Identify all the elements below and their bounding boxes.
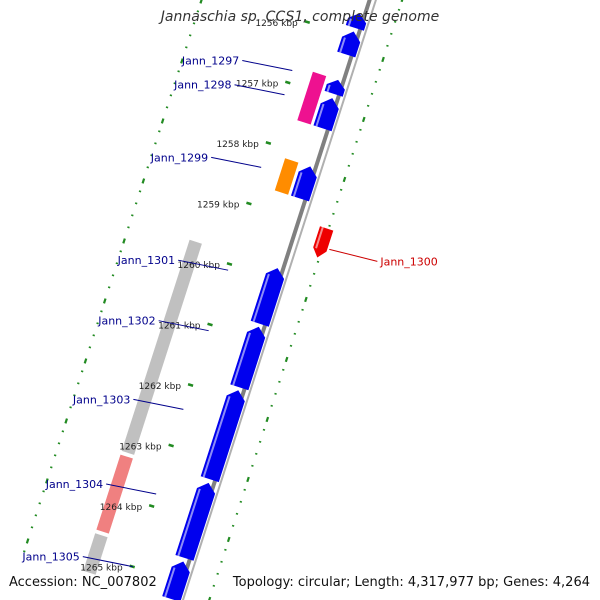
label-leader-line (211, 156, 262, 168)
outer-tick-dot (208, 596, 212, 600)
feature-band (121, 239, 202, 455)
reverse-gene-arrow[interactable] (313, 226, 334, 258)
outer-tick-dot (400, 0, 404, 3)
gene-label[interactable]: Jann_1303 (72, 393, 130, 406)
gene-arrow-shine (347, 18, 352, 27)
forward-gene-arrow[interactable] (345, 13, 367, 31)
forward-gene-arrow[interactable] (230, 326, 266, 391)
gene-label[interactable]: Jann_1302 (97, 315, 155, 328)
forward-gene-arrow[interactable] (162, 561, 190, 600)
inner-tick-dot (122, 238, 126, 244)
label-leader-line (82, 556, 133, 568)
gene-arrow-shine (292, 172, 303, 197)
forward-gene-arrow[interactable] (313, 98, 339, 132)
inner-tick-dot (199, 0, 203, 4)
inner-tick-dot (25, 538, 30, 544)
outer-tick-dot (304, 296, 308, 303)
label-leader-line (234, 84, 285, 96)
forward-gene-arrow[interactable] (250, 268, 285, 327)
gene-arrow-shine (315, 103, 325, 127)
outer-tick-dot (246, 476, 250, 483)
scale-tick-label: 1257 kbp (236, 79, 279, 89)
label-leader-line (106, 483, 157, 495)
inner-tick-dot (180, 58, 184, 64)
outer-tick-dot (381, 56, 385, 63)
gene-arrow-shine (252, 273, 270, 323)
outer-tick-dot (361, 116, 366, 123)
feature-band (83, 533, 108, 575)
scale-tick-mark (304, 20, 311, 24)
label-leader-line (178, 259, 229, 271)
feature-bands (83, 239, 202, 575)
inner-tick-dot (141, 178, 146, 184)
label-leader-line (133, 398, 184, 410)
scale-tick-label: 1261 kbp (158, 321, 201, 331)
forward-gene-arrow[interactable] (291, 166, 317, 202)
accession-text: Accession: NC_007802 (9, 575, 157, 590)
forward-gene-arrow[interactable] (200, 390, 245, 483)
scale-tick-label: 1259 kbp (197, 200, 240, 210)
highlight-feature (274, 158, 299, 195)
gene-arrow-shine (232, 332, 251, 386)
inner-tick-dot (102, 298, 107, 304)
scale-tick-label: 1265 kbp (80, 563, 123, 573)
gene-arrow-shine (164, 567, 176, 598)
scale-tick-mark (246, 201, 252, 206)
scale-tick-label: 1263 kbp (119, 442, 162, 452)
gene-labels: Jann_1297 Jann_1298 Jann_1299 Jann_1300 Jann… (21, 55, 438, 568)
gene-arrow-shine (326, 84, 331, 93)
scale-tick-label: 1262 kbp (139, 382, 182, 392)
feature-band (96, 454, 133, 534)
dotted-tick-rings (22, 0, 404, 600)
gene-arrow-shine (339, 37, 346, 53)
forward-gene-arrow[interactable] (337, 31, 361, 58)
map-title: Jannaschia sp. CCS1, complete genome (160, 9, 440, 25)
gene-arrow-shine (202, 395, 231, 478)
label-leader-line (158, 320, 209, 332)
outer-tick-dot (265, 416, 270, 423)
scale-tick-mark (168, 443, 174, 448)
scale-tick-mark (148, 504, 155, 508)
gene-arrows (162, 13, 367, 600)
forward-gene-arrow[interactable] (175, 482, 216, 561)
gene-label[interactable]: Jann_1305 (21, 551, 79, 564)
scale-tick-label: 1256 kbp (255, 19, 298, 29)
outer-tick-dot (284, 356, 289, 363)
scale-tick-mark (284, 80, 291, 85)
inner-tick-dot (64, 418, 69, 424)
scale-tick-mark (187, 383, 194, 387)
label-leader-line (329, 248, 378, 262)
scale-tick-label: 1260 kbp (178, 261, 221, 271)
outer-tick-dot (226, 536, 231, 543)
genome-summary-text: Topology: circular; Length: 4,317,977 bp… (232, 575, 590, 590)
outer-tick-dot (342, 176, 347, 183)
highlight-feature (297, 71, 327, 125)
gene-arrow-shine (315, 226, 324, 249)
gene-label[interactable]: Jann_1298 (173, 79, 231, 92)
highlight-features (274, 71, 327, 195)
scale-tick-mark (226, 262, 233, 266)
forward-gene-arrow[interactable] (324, 79, 345, 97)
gene-label[interactable]: Jann_1304 (45, 478, 103, 491)
gene-label[interactable]: Jann_1299 (150, 151, 208, 164)
gene-arrow-shine (177, 488, 201, 557)
backbone-line (181, 0, 377, 600)
scale-ticks: 1256 kbp 1257 kbp 1258 kbp 1259 kbp 1260 kbp… (80, 19, 311, 573)
inner-tick-dot (160, 118, 165, 124)
label-leader-line (242, 60, 293, 72)
gene-label[interactable]: Jann_1300 (379, 255, 437, 268)
inner-tick-dot (83, 358, 88, 364)
scale-tick-label: 1264 kbp (100, 503, 143, 513)
inner-tick-dot (45, 478, 49, 484)
scale-tick-label: 1258 kbp (216, 140, 259, 150)
gene-label[interactable]: Jann_1297 (181, 55, 239, 68)
gene-label[interactable]: Jann_1301 (117, 254, 175, 267)
scale-tick-mark (207, 322, 213, 327)
scale-tick-mark (265, 141, 272, 145)
